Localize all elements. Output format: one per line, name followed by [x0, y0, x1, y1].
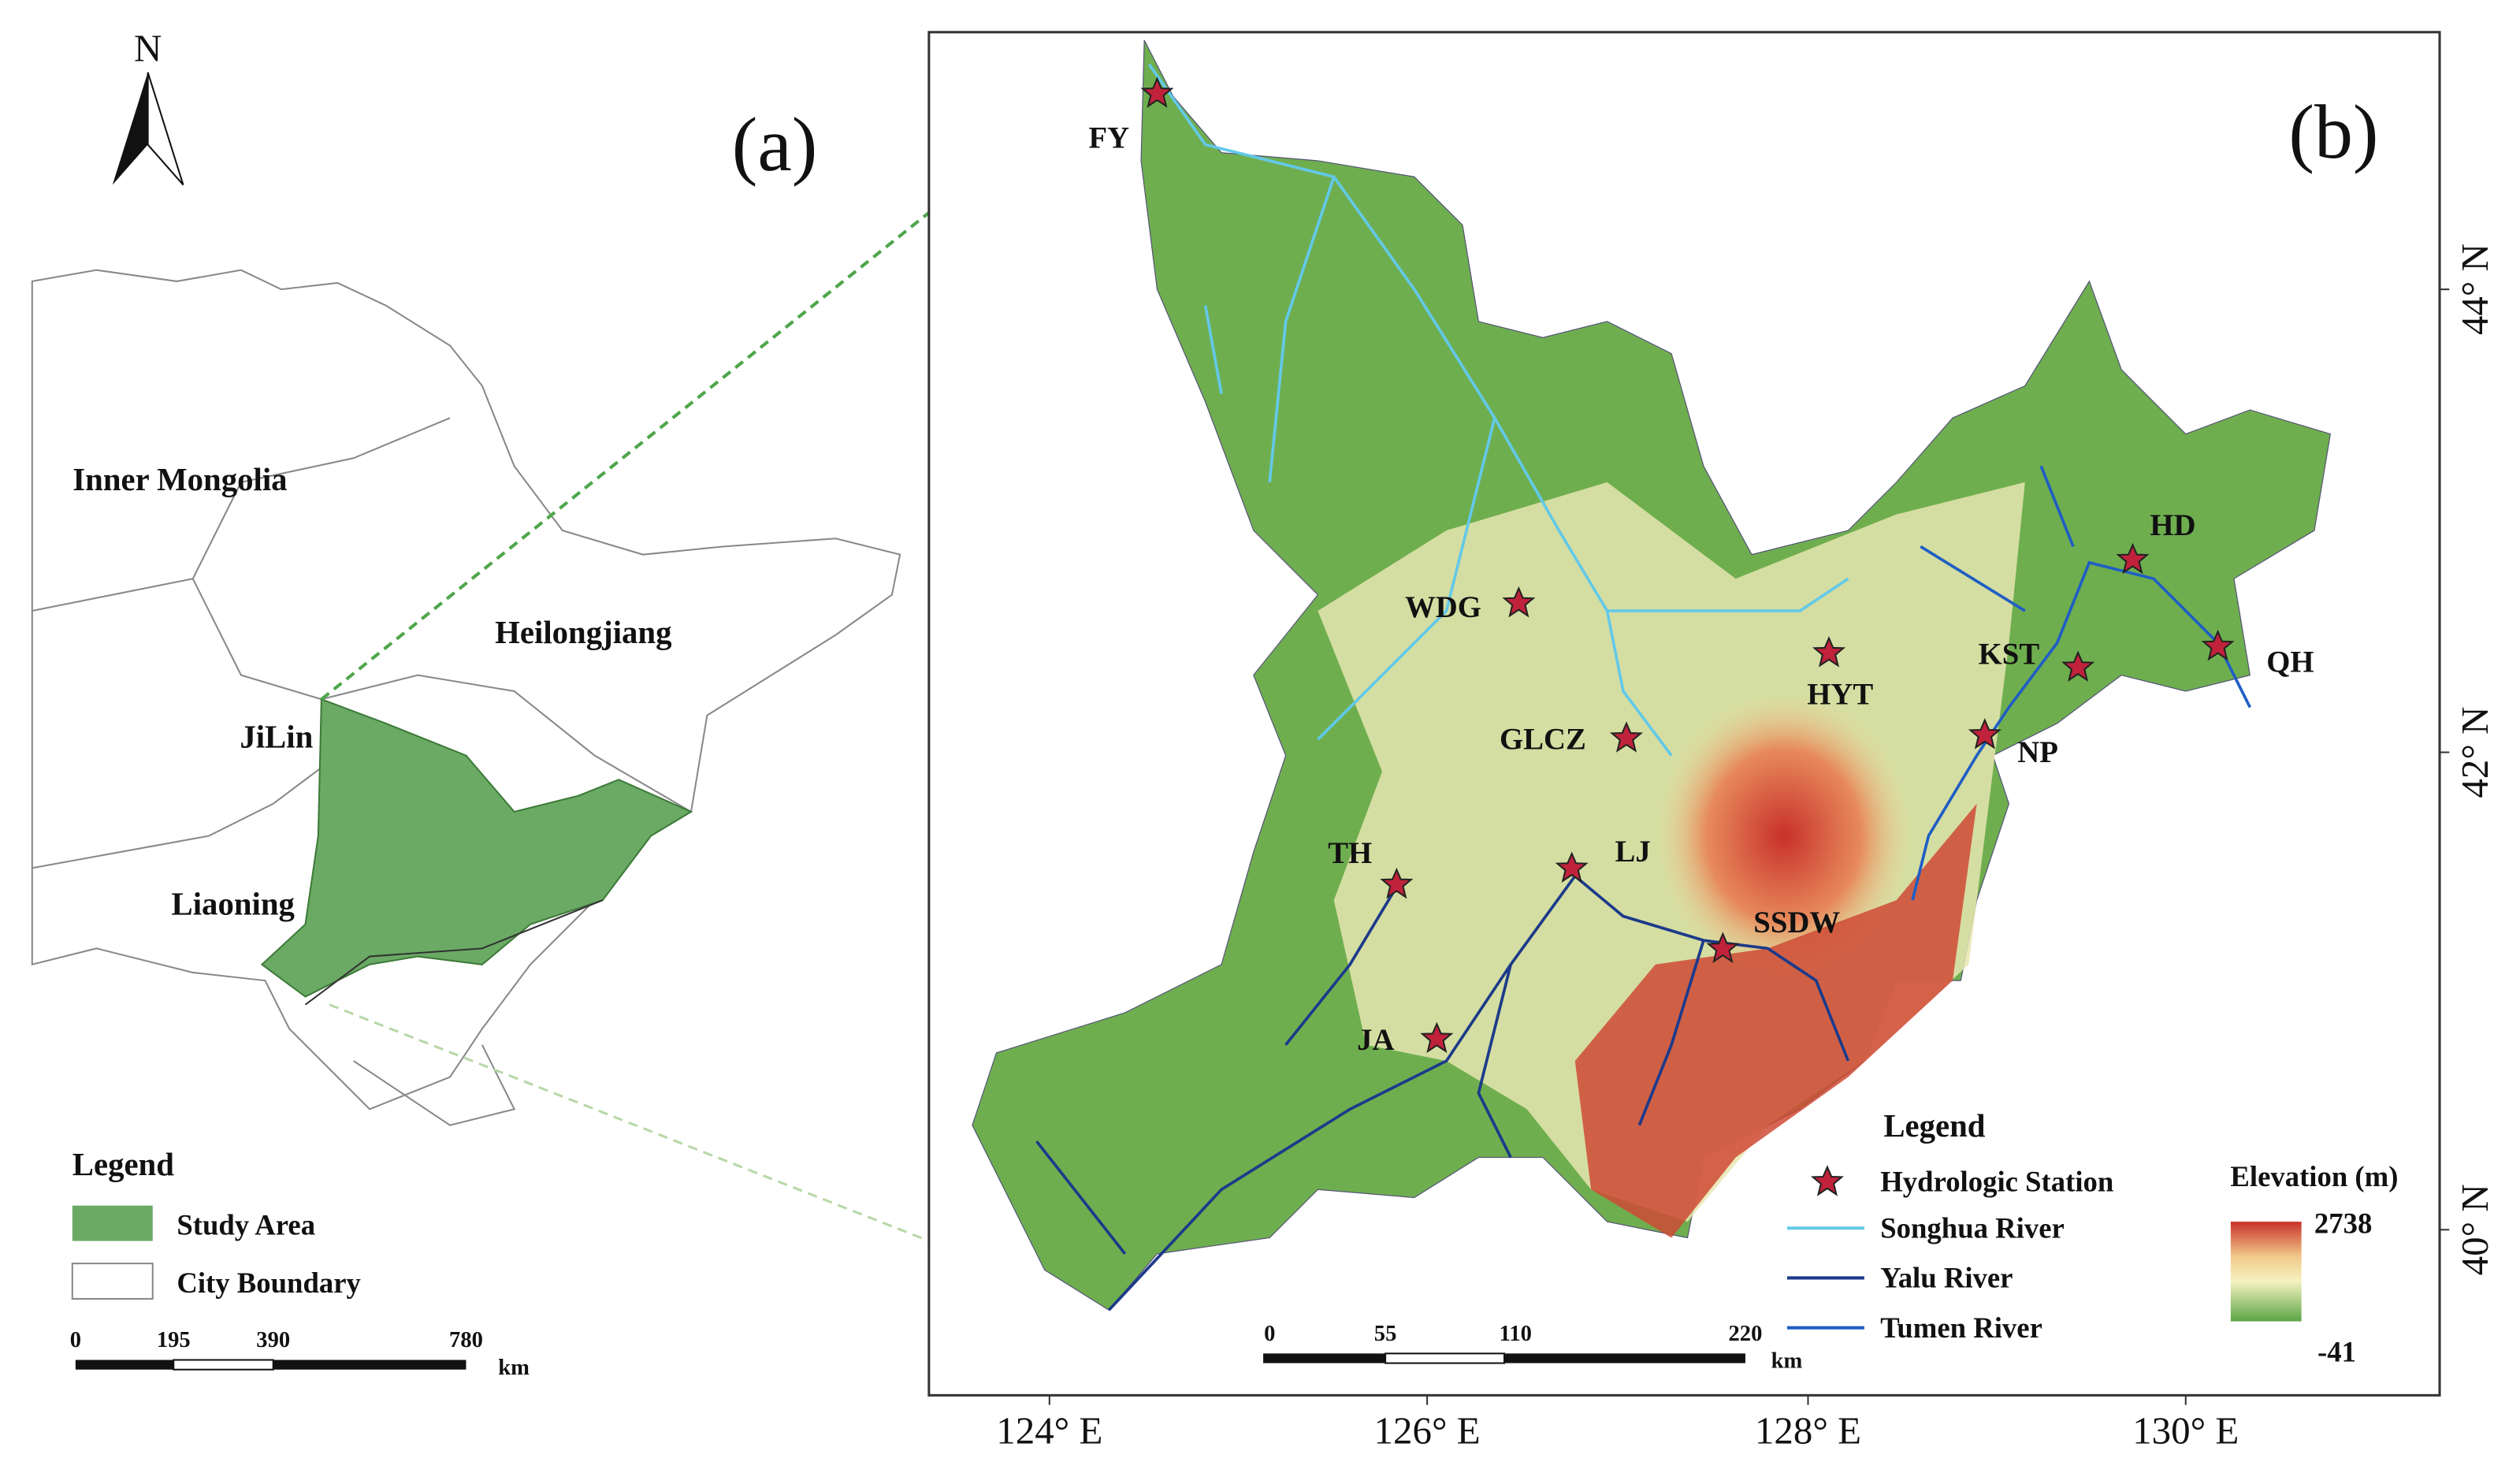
- scale-label: 55: [1374, 1322, 1397, 1346]
- panel-label: (b): [2288, 90, 2378, 175]
- scale-bar: [1263, 1353, 1386, 1363]
- station-label: QH: [2266, 645, 2314, 679]
- scale-label: 0: [70, 1328, 81, 1352]
- legend-title: Legend: [1883, 1108, 1985, 1144]
- elevation-min: -41: [2317, 1336, 2356, 1368]
- study-area: [260, 698, 693, 998]
- lon-label: 126° E: [1374, 1409, 1481, 1453]
- scale-bar: [173, 1359, 274, 1371]
- station-label: GLCZ: [1500, 722, 1586, 756]
- scale-unit: km: [498, 1356, 530, 1380]
- scale-label: 195: [157, 1328, 191, 1352]
- elevation-high: [1574, 803, 1977, 1238]
- legend-title: Legend: [72, 1147, 174, 1182]
- songhua-river: [1147, 63, 1849, 757]
- region-label: Liaoning: [172, 887, 295, 922]
- region-label: JiLin: [240, 719, 313, 754]
- station-label: HD: [2150, 508, 2195, 542]
- station-label: WDG: [1405, 590, 1481, 624]
- scale-bar: [1385, 1352, 1506, 1364]
- scale-label: 110: [1500, 1322, 1532, 1346]
- legend-item: Hydrologic Station: [1880, 1165, 2113, 1197]
- scale-unit: km: [1771, 1349, 1803, 1374]
- province-outlines: [31, 269, 901, 1110]
- station-label: HYT: [1807, 677, 1873, 711]
- scale-label: 0: [1264, 1322, 1275, 1346]
- elevation-ramp: [2230, 1222, 2302, 1322]
- lat-label: 42° N: [2453, 706, 2496, 798]
- panel-label: (a): [732, 102, 818, 188]
- scale-bar: [75, 1360, 174, 1370]
- station-label: NP: [2017, 735, 2058, 769]
- scale-label: 390: [256, 1328, 290, 1352]
- station-label: TH: [1328, 836, 1372, 870]
- region-label: Heilongjiang: [495, 615, 671, 650]
- legend-item: Songhua River: [1880, 1211, 2065, 1244]
- elevation-max: 2738: [2314, 1207, 2372, 1239]
- scale-bar: [273, 1360, 466, 1370]
- tumen-river: [1911, 465, 2251, 901]
- elevation-title: Elevation (m): [2230, 1160, 2398, 1192]
- legend-item: Study Area: [177, 1208, 315, 1241]
- legend-item: City Boundary: [177, 1267, 361, 1299]
- station-label: JA: [1357, 1023, 1394, 1057]
- scale-bar: [1504, 1353, 1745, 1363]
- north-arrow: [112, 72, 148, 185]
- legend-item: Tumen River: [1880, 1311, 2042, 1344]
- panel-a: N (a) Inner Mongolia Heilongjiang JiLin …: [31, 27, 1146, 1380]
- legend-swatch: [71, 1263, 154, 1300]
- region-label: Inner Mongolia: [72, 462, 287, 497]
- north-label: N: [134, 27, 162, 70]
- legend-item: Yalu River: [1880, 1262, 2013, 1294]
- border: [304, 899, 604, 1006]
- lat-label: 40° N: [2453, 1184, 2496, 1275]
- elevation-high: [1655, 691, 1913, 981]
- lon-label: 128° E: [1755, 1409, 1861, 1453]
- station-label: SSDW: [1753, 906, 1840, 939]
- lon-label: 130° E: [2132, 1409, 2239, 1453]
- label-box: [2233, 48, 2427, 190]
- scale-label: 220: [1729, 1322, 1763, 1346]
- lon-label: 124° E: [996, 1409, 1102, 1453]
- lat-label: 44° N: [2453, 244, 2496, 335]
- station-label: FY: [1088, 121, 1129, 155]
- station-label: KST: [1979, 637, 2040, 671]
- north-arrow: [147, 72, 184, 186]
- station-label: LJ: [1615, 835, 1651, 869]
- legend-swatch: [72, 1205, 153, 1241]
- scale-label: 780: [449, 1328, 483, 1352]
- panel-b: FY WDG GLCZ HYT KST NP HD QH TH LJ SSDW JA (b) 124°…: [927, 31, 2496, 1453]
